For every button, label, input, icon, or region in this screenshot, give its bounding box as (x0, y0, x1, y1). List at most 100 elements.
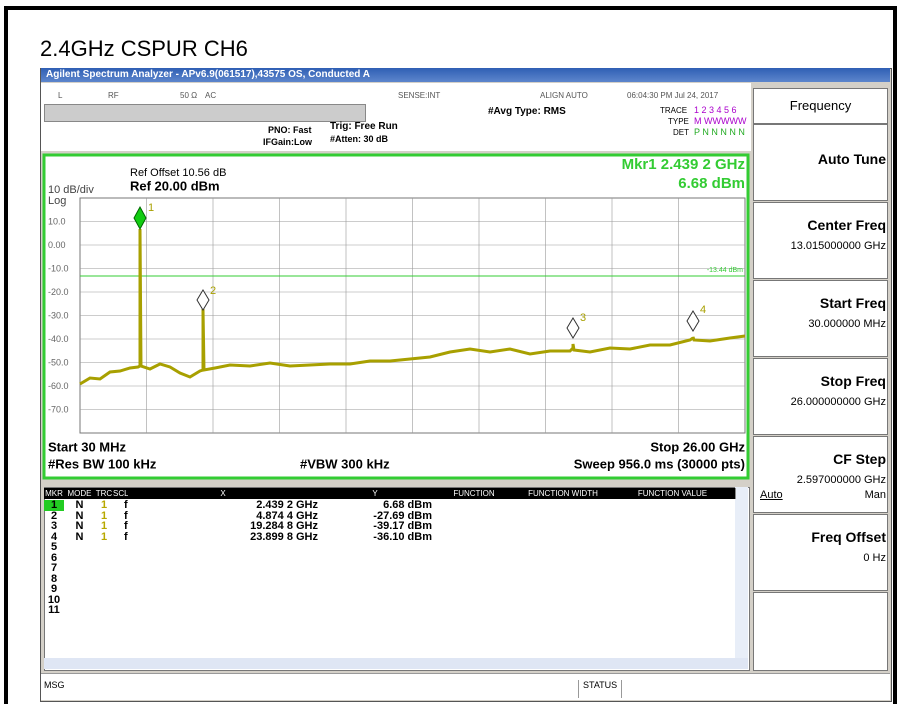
table-cell: 1 (100, 520, 108, 532)
ref-offset: Ref Offset 10.56 dB (130, 167, 226, 179)
table-cell: -39.17 dBm (373, 520, 432, 532)
softkey[interactable] (753, 280, 888, 357)
y-tick-label: -60.0 (48, 381, 69, 391)
start: Start 30 MHz (48, 439, 127, 454)
msg-box (44, 104, 366, 122)
trace (79, 228, 746, 386)
table-cell: f (124, 509, 128, 522)
table-header: TRC (95, 488, 114, 499)
table-cell: f (124, 530, 128, 543)
marker-1 (133, 205, 147, 231)
table-cell: f (124, 520, 128, 532)
y-tick-label: 0.00 (48, 240, 66, 250)
softkey (753, 592, 888, 671)
msg: MSG (44, 680, 65, 690)
softkey[interactable] (753, 436, 888, 513)
y-tick-label: -30.0 (48, 310, 69, 320)
marker-readout: 6.68 dBm (678, 175, 745, 192)
softkey-option: Man (864, 489, 886, 501)
scrollbar (735, 487, 748, 669)
page-title: 2.4GHz CSPUR CH6 (40, 36, 248, 61)
status-item: 06:04:30 PM Jul 24, 2017 (627, 91, 719, 100)
y-tick-label: -50.0 (48, 357, 69, 367)
table-cell: N (75, 499, 84, 511)
y-tick-label: -20.0 (48, 287, 69, 297)
table-cell: N (75, 530, 84, 543)
y-tick-label: 10.0 (48, 216, 66, 226)
softkey-label: Freq Offset (811, 529, 886, 545)
softkey[interactable] (753, 514, 888, 591)
y-tick-label: -10.0 (48, 263, 69, 273)
table-cell: 19.284 8 GHz (250, 520, 318, 532)
table-cell: 8 (50, 572, 58, 585)
marker-4 (686, 310, 700, 332)
table-cell: -27.69 dBm (373, 509, 432, 522)
marker-readout: Mkr1 2.439 2 GHz (622, 156, 745, 173)
status-bar (41, 673, 890, 700)
table-cell: 3 (50, 520, 58, 532)
softkey[interactable] (753, 358, 888, 435)
scale: 10 dB/div (48, 184, 94, 196)
marker-3 (566, 317, 580, 339)
table-cell: 11 (48, 604, 60, 616)
h-scrollbar (44, 658, 748, 669)
y-tick-label: -40.0 (48, 334, 69, 344)
trig: Trig: Free Run (330, 121, 398, 132)
marker-2 (196, 289, 210, 311)
softkey[interactable] (753, 202, 888, 279)
det-label: DET (673, 128, 689, 137)
table-cell: N (75, 520, 84, 532)
table-cell: 9 (50, 583, 58, 595)
status-item: 50 Ω (180, 91, 198, 100)
marker-label: 3 (580, 312, 586, 324)
table-cell: 6.68 dBm (383, 499, 432, 511)
table-cell: 5 (50, 541, 58, 553)
type: M WWWWW (694, 116, 747, 126)
atten: #Atten: 30 dB (330, 134, 389, 144)
table-cell: 2.439 2 GHz (256, 499, 318, 511)
pno: PNO: Fast (268, 125, 312, 135)
softkey-label: Stop Freq (820, 373, 886, 389)
table-cell: 4.874 4 GHz (256, 509, 318, 522)
table-header: Y (318, 488, 433, 499)
table-header: SCL (113, 488, 129, 499)
det: P N N N N N (694, 127, 745, 137)
vbw: #VBW 300 kHz (300, 456, 390, 471)
marker-label: 4 (700, 304, 706, 316)
softkey-label: CF Step (833, 451, 886, 467)
trace-label: TRACE (660, 106, 688, 115)
table-cell: N (75, 509, 84, 522)
softkey-option: Auto (760, 489, 783, 501)
status-item: L (58, 91, 63, 100)
softkey-label: Auto Tune (817, 151, 886, 167)
softkey-label: Center Freq (807, 217, 886, 233)
table-header: MKR (44, 488, 65, 499)
table-cell: 10 (47, 593, 61, 606)
softkey-value: 13.015000000 GHz (790, 240, 886, 252)
display-line-label: -13.44 dBm (707, 267, 743, 274)
ref-level: Ref 20.00 dBm (130, 178, 220, 193)
table-header: FUNCTION WIDTH (516, 488, 611, 499)
table-cell: 1 (100, 509, 108, 522)
ifgain: IFGain:Low (263, 137, 312, 147)
table-cell: 1 (100, 499, 108, 511)
softkey[interactable] (753, 124, 888, 201)
status-item: AC (205, 91, 217, 100)
table-cell: 23.899 8 GHz (250, 530, 318, 543)
table-header: FUNCTION VALUE (610, 488, 736, 499)
avg: #Avg Type: RMS (488, 106, 566, 117)
softkey-value: 0 Hz (863, 552, 886, 564)
table-header: MODE (64, 488, 96, 499)
softkey-label: Start Freq (819, 295, 886, 311)
softkey-value: 2.597000000 GHz (796, 474, 886, 486)
table-cell: f (124, 499, 128, 511)
softkey-value: 30.000000 MHz (808, 318, 886, 330)
type-label: TYPE (668, 117, 689, 126)
status: STATUS (578, 680, 623, 698)
table-cell: 7 (50, 562, 58, 574)
sweep: Sweep 956.0 ms (30000 pts) (574, 456, 745, 471)
marker-label: 2 (210, 285, 216, 297)
table-cell: -36.10 dBm (373, 530, 432, 543)
